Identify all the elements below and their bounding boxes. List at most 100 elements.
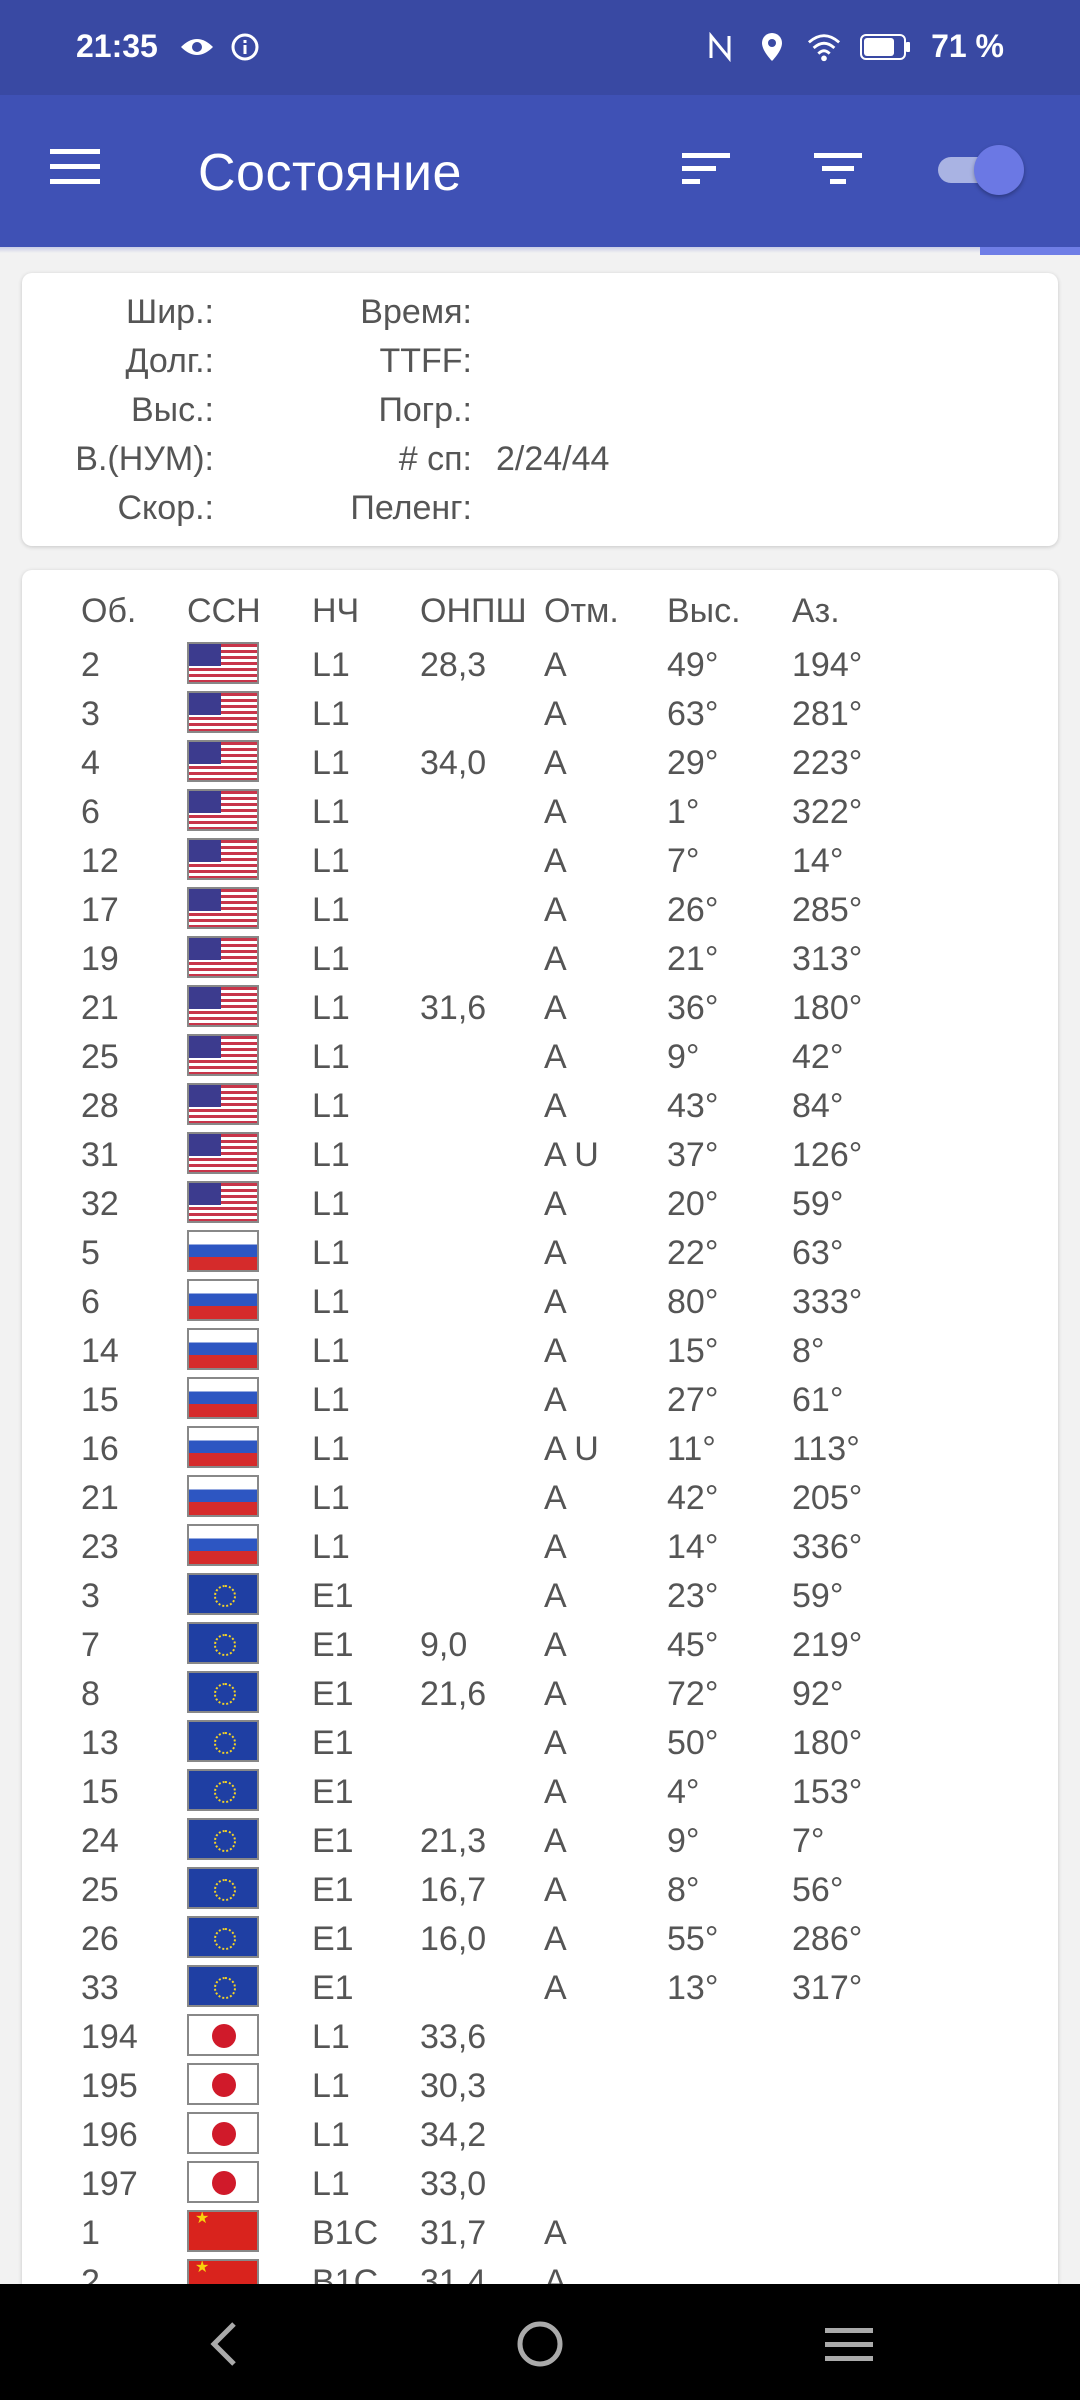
satellite-flags: A	[544, 1724, 567, 1762]
frequency: L1	[312, 891, 350, 929]
cn0-value: 34,2	[420, 2116, 487, 2154]
elevation: 49°	[667, 646, 719, 684]
flag-eu-icon	[187, 1769, 259, 1811]
table-row: 194 L1 33,6	[22, 2012, 1058, 2061]
satellite-id: 197	[81, 2165, 138, 2203]
frequency: L1	[312, 842, 350, 880]
satellite-flags: A U	[544, 1430, 599, 1468]
table-row: 17 L1 A 26° 285°	[22, 885, 1058, 934]
satellite-flags: A	[544, 1185, 567, 1223]
azimuth: 153°	[792, 1773, 863, 1811]
satellite-flags: A	[544, 1969, 567, 2007]
flag-us-icon	[187, 691, 259, 733]
satellite-table-card[interactable]: Об. ССН НЧ ОНПШ Отм. Выс. Аз. 2 L1 28,3 A 49…	[22, 570, 1058, 2400]
satellite-flags: A	[544, 744, 567, 782]
cn0-value: 33,6	[420, 2018, 487, 2056]
recents-icon[interactable]	[820, 2314, 880, 2374]
frequency: L1	[312, 1430, 350, 1468]
table-row: 28 L1 A 43° 84°	[22, 1081, 1058, 1130]
satellite-id: 5	[81, 1234, 100, 1272]
constellation-flag	[187, 1132, 259, 1174]
back-icon[interactable]	[196, 2314, 256, 2374]
table-row: 4 L1 34,0 A 29° 223°	[22, 738, 1058, 787]
satellite-flags: A	[544, 1920, 567, 1958]
constellation-flag	[187, 1181, 259, 1223]
elevation: 13°	[667, 1969, 719, 2007]
satellite-id: 6	[81, 793, 100, 831]
elevation: 8°	[667, 1871, 700, 1909]
satellite-id: 6	[81, 1283, 100, 1321]
home-icon[interactable]	[510, 2314, 570, 2374]
app-bar: Состояние	[0, 95, 1080, 247]
elevation: 7°	[667, 842, 700, 880]
cn0-value: 16,7	[420, 1871, 487, 1909]
satellite-flags: A	[544, 1283, 567, 1321]
frequency: L1	[312, 744, 350, 782]
cn0-value: 9,0	[420, 1626, 468, 1664]
constellation-flag	[187, 1034, 259, 1076]
frequency: E1	[312, 1871, 354, 1909]
frequency: L1	[312, 1234, 350, 1272]
elevation: 21°	[667, 940, 719, 978]
constellation-flag	[187, 740, 259, 782]
flag-eu-icon	[187, 1622, 259, 1664]
menu-icon[interactable]	[48, 145, 104, 189]
satellite-id: 194	[81, 2018, 138, 2056]
elevation: 26°	[667, 891, 719, 929]
flag-eu-icon	[187, 1965, 259, 2007]
table-row: 23 L1 A 14° 336°	[22, 1522, 1058, 1571]
cn0-value: 21,6	[420, 1675, 487, 1713]
constellation-flag	[187, 1622, 259, 1664]
elevation: 14°	[667, 1528, 719, 1566]
ttff-label: TTFF:	[379, 342, 472, 380]
constellation-flag	[187, 1769, 259, 1811]
elevation: 80°	[667, 1283, 719, 1321]
app-bar-shadow	[0, 247, 980, 253]
satellite-id: 19	[81, 940, 119, 978]
table-row: 25 L1 A 9° 42°	[22, 1032, 1058, 1081]
azimuth: 336°	[792, 1528, 863, 1566]
toggle-switch[interactable]	[938, 145, 1028, 195]
satellite-flags: A	[544, 1234, 567, 1272]
frequency: E1	[312, 1969, 354, 2007]
constellation-flag	[187, 789, 259, 831]
satellite-id: 15	[81, 1773, 119, 1811]
satellite-id: 33	[81, 1969, 119, 2007]
table-row: 196 L1 34,2	[22, 2110, 1058, 2159]
satellite-flags: A	[544, 695, 567, 733]
elevation: 1°	[667, 793, 700, 831]
flag-us-icon	[187, 740, 259, 782]
constellation-flag	[187, 642, 259, 684]
satellites-label: # сп:	[398, 440, 472, 478]
frequency: E1	[312, 1920, 354, 1958]
satellite-flags: A	[544, 1479, 567, 1517]
cn0-value: 21,3	[420, 1822, 487, 1860]
satellite-id: 23	[81, 1528, 119, 1566]
azimuth: 285°	[792, 891, 863, 929]
table-row: 8 E1 21,6 A 72° 92°	[22, 1669, 1058, 1718]
frequency: L1	[312, 1479, 350, 1517]
table-row: 1 B1C 31,7 A	[22, 2208, 1058, 2257]
flag-ru-icon	[187, 1279, 259, 1321]
satellite-id: 4	[81, 744, 100, 782]
elevation: 36°	[667, 989, 719, 1027]
cn0-value: 34,0	[420, 744, 487, 782]
satellite-flags: A	[544, 2214, 567, 2252]
constellation-flag	[187, 1720, 259, 1762]
tab-indicator	[980, 247, 1080, 255]
azimuth: 194°	[792, 646, 863, 684]
azimuth: 14°	[792, 842, 844, 880]
cn0-value: 31,6	[420, 989, 487, 1027]
flag-us-icon	[187, 838, 259, 880]
elevation: 50°	[667, 1724, 719, 1762]
azimuth: 313°	[792, 940, 863, 978]
battery-percent: 71 %	[931, 28, 1004, 64]
azimuth: 63°	[792, 1234, 844, 1272]
filter-icon[interactable]	[810, 147, 866, 191]
sort-icon[interactable]	[678, 147, 734, 191]
azimuth: 333°	[792, 1283, 863, 1321]
constellation-flag	[187, 1524, 259, 1566]
flag-us-icon	[187, 1083, 259, 1125]
table-row: 3 L1 A 63° 281°	[22, 689, 1058, 738]
frequency: E1	[312, 1724, 354, 1762]
